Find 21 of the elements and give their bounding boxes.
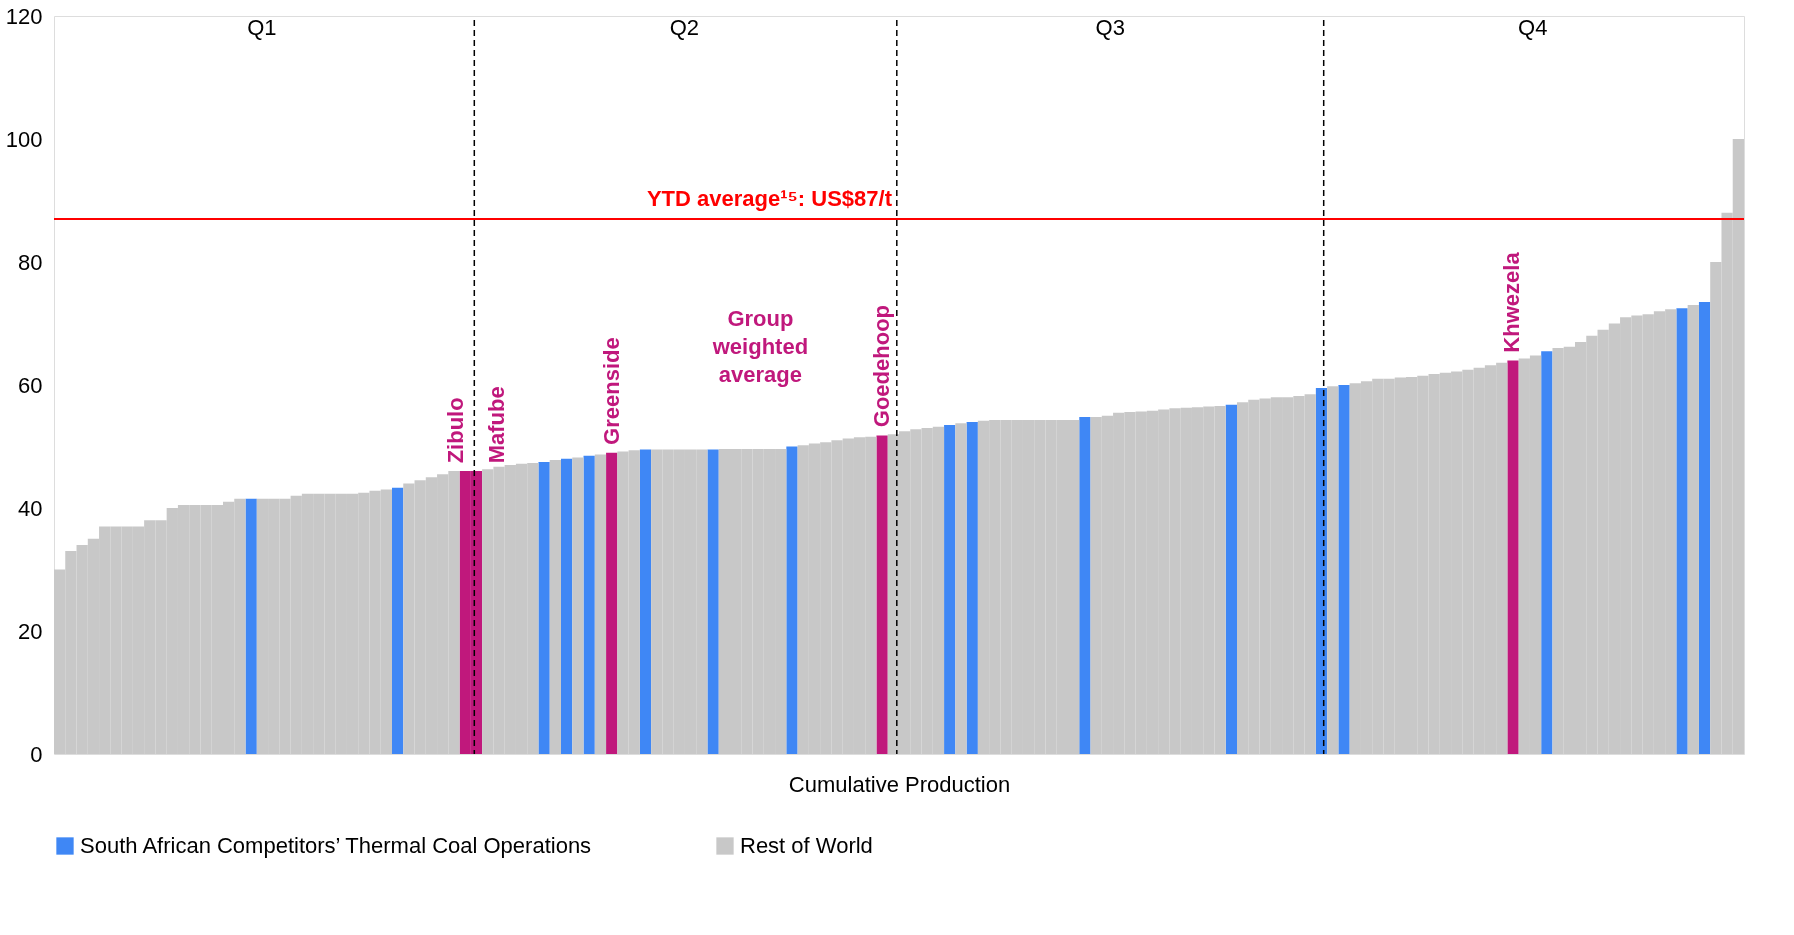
annotation: Mafube [483,386,509,464]
annotation: Zibulo [443,397,469,464]
legend-label: South African Competitors’ Thermal Coal Operations [80,833,592,858]
y-tick-label: 40 [18,495,43,521]
y-tick-label: 100 [5,126,43,152]
annotation: Q4 [1518,15,1548,40]
annotation: Goedehoop [869,304,895,428]
legend-label: Rest of World [740,833,873,858]
y-tick-label: 80 [18,249,43,275]
annotation: Q1 [247,15,277,40]
y-tick-label: 20 [18,618,43,644]
annotation: Q2 [669,15,700,40]
annotation: Khwezela [1499,251,1525,353]
x-axis-title: Cumulative Production [788,771,1011,797]
ref-line-label: YTD average¹⁵: US$87/t [646,185,893,211]
annotation: Q3 [1095,15,1125,40]
annotation: Group weighted average [711,305,809,387]
y-tick-label: 120 [5,3,43,29]
y-tick-label: 0 [30,741,43,767]
annotation: Greenside [598,337,624,445]
y-tick-label: 60 [18,372,43,398]
